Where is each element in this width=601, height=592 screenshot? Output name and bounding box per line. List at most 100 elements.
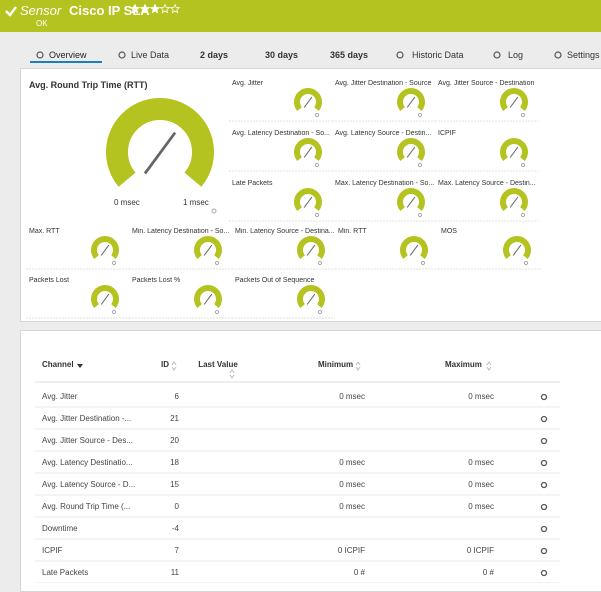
gauge-arc [294,88,322,111]
tab[interactable]: Log [508,50,524,60]
gauge-icon [523,260,529,266]
star [149,3,161,14]
gauge-icon [214,309,220,315]
tab[interactable]: Settings [567,50,600,60]
minimum: 0 ICPIF [337,546,365,555]
column-header[interactable]: Channel [42,360,74,369]
gauge-arc [500,88,528,111]
column-header[interactable]: Last Value [198,360,238,369]
channel-id: 6 [174,392,179,401]
gauge-arc [91,285,119,308]
channel-name[interactable]: Late Packets [42,568,89,577]
gauge-arc [194,236,222,259]
maximum: 0 ICPIF [466,546,494,555]
maximum: 0 msec [468,392,494,401]
column-header[interactable]: ID [161,360,169,369]
gauge-needle [406,96,416,108]
tab[interactable]: Overview [49,50,87,60]
gauge-arc [106,98,214,187]
tab[interactable]: 2 days [200,50,229,60]
row-action-icon [540,393,548,401]
gauge-tile-title: Max. Latency Destination - So... [335,180,435,187]
gauge-icon [520,212,526,218]
channel-name[interactable]: Avg. Jitter Destination -... [42,414,132,423]
gauge-needle [306,293,316,305]
channel-id: 11 [170,568,179,577]
gauge-icon [314,162,320,168]
gauge-arc [500,138,528,161]
gauge-tile-title: Avg. Latency Destination - So... [232,130,330,137]
channel-name[interactable]: Downtime [42,524,78,533]
minimum: 0 msec [339,392,365,401]
channel-id: -4 [171,524,179,533]
tab-icon [493,51,501,59]
gauge-icon [520,162,526,168]
gauge-max: 1 msec [183,198,209,207]
star [130,3,141,14]
gauge-tile-title: Min. RTT [338,228,367,235]
gauge-arc [194,285,222,308]
channel-id: 20 [170,436,179,445]
gauge-icon [417,212,423,218]
tab[interactable]: Historic Data [412,50,464,60]
row-action-icon [540,503,548,511]
channel-name[interactable]: ICPIF [42,546,63,555]
ok-check [5,6,17,17]
channel-name[interactable]: Avg. Jitter Source - Des... [42,436,133,445]
tab[interactable]: 365 days [330,50,369,60]
channel-name[interactable]: Avg. Latency Source - D... [42,480,136,489]
gauge-tile-title: ICPIF [438,130,456,137]
sensor-label: Sensor [20,3,62,18]
sort-icon [171,361,177,371]
gauge-tile-title: Packets Out of Sequence [235,277,315,284]
sort-icon [229,369,235,379]
maximum: 0 msec [468,502,494,511]
gauge-needle [509,196,519,208]
gauge-arc [397,138,425,161]
gauge-icon [314,112,320,118]
gauge-arc [294,188,322,211]
gauge-arc [297,285,325,308]
gauge-needle [100,293,110,305]
priority-stars [130,3,181,14]
tab[interactable]: 30 days [265,50,299,60]
sort-icon [355,361,361,371]
active-tab-underline [30,61,102,63]
channel-name[interactable]: Avg. Latency Destinatio... [42,458,133,467]
gauge-needle [509,96,519,108]
gauge-icon [111,260,117,266]
gauge-needle [143,131,177,175]
star [169,3,181,14]
gauge-tile-title: Packets Lost % [132,277,181,284]
gauge-tile-title: Min. Latency Source - Destina... [235,228,335,235]
gauge-icon [417,112,423,118]
channel-name[interactable]: Avg. Round Trip Time (... [42,502,131,511]
channel-id: 0 [174,502,179,511]
gauge-needle [512,244,522,256]
gauge-min: 0 msec [114,198,140,207]
status-text: OK [36,19,48,28]
sensor-name: Cisco IP SLA [69,3,150,18]
channel-name[interactable]: Avg. Jitter [42,392,78,401]
gauge-needle [409,244,419,256]
gauge-icon [317,309,323,315]
gauge-tile-title: Late Packets [232,180,273,187]
gauge-needle [203,293,213,305]
column-header[interactable]: Maximum [445,360,482,369]
tab[interactable]: Live Data [131,50,170,60]
maximum: 0 # [482,568,494,577]
gauge-icon [214,260,220,266]
tab-icon [396,51,404,59]
gauge-needle [406,196,416,208]
gauge-icon [520,112,526,118]
gauge-tile-title: Max. RTT [29,228,60,235]
column-header[interactable]: Minimum [318,360,354,369]
gauge-arc [503,236,531,259]
channel-id: 21 [170,414,179,423]
channel-id: 7 [174,546,179,555]
gauge-arc [294,138,322,161]
maximum: 0 msec [468,480,494,489]
minimum: 0 msec [339,502,365,511]
